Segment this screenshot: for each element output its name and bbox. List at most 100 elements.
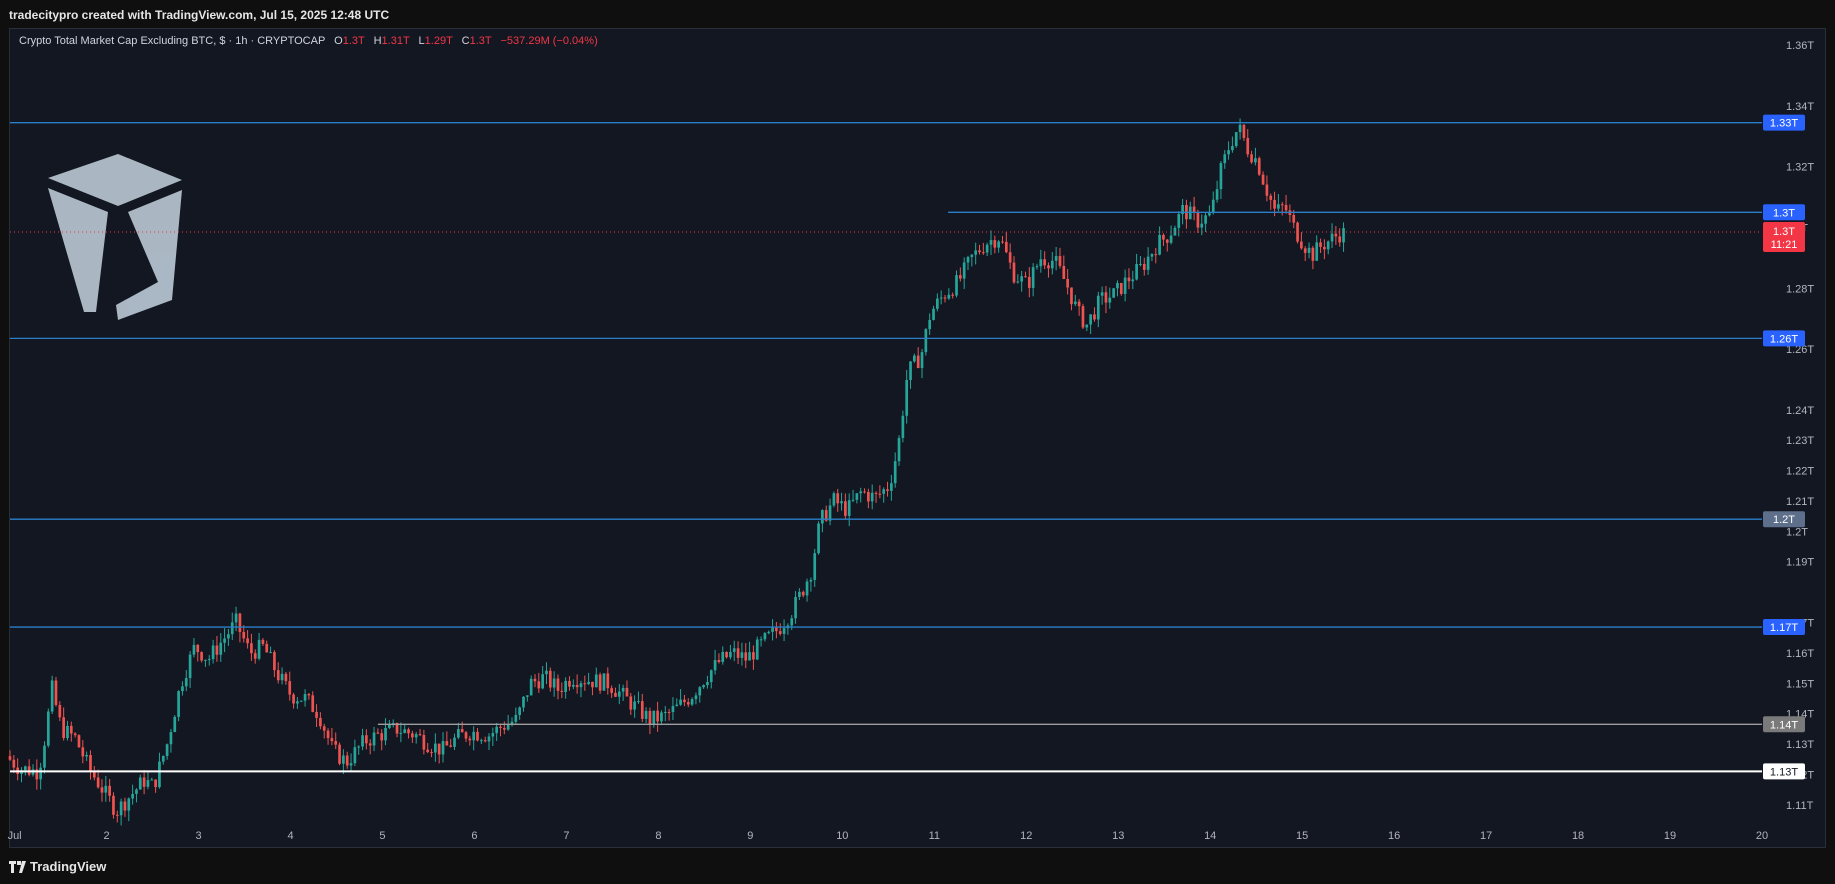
candle-body bbox=[257, 639, 261, 659]
candle-body bbox=[1334, 233, 1338, 237]
candle-body bbox=[69, 725, 73, 734]
candle-body bbox=[1096, 295, 1100, 320]
candle-body bbox=[594, 674, 598, 688]
candle-body bbox=[905, 379, 909, 416]
candle-body bbox=[380, 733, 384, 741]
candle-body bbox=[434, 743, 437, 753]
candle-body bbox=[974, 250, 978, 255]
candle-body bbox=[782, 628, 786, 634]
candle-body bbox=[468, 738, 472, 741]
candle-body bbox=[721, 651, 725, 662]
candle-body bbox=[510, 721, 514, 725]
level-tag-label: 1.17T bbox=[1770, 622, 1798, 634]
x-tick-label: 5 bbox=[379, 830, 385, 842]
candle-body bbox=[430, 752, 433, 754]
candle-body bbox=[414, 734, 418, 738]
candle-body bbox=[506, 724, 510, 730]
candle-body bbox=[146, 780, 150, 787]
bottom-bar: TradingView bbox=[0, 850, 1835, 884]
candle-body bbox=[104, 785, 108, 793]
candle-body bbox=[96, 777, 100, 788]
candle-body bbox=[817, 523, 820, 554]
candle-body bbox=[794, 596, 797, 619]
candle-body bbox=[35, 769, 39, 780]
symbol-legend: Crypto Total Market Cap Excluding BTC, $… bbox=[19, 35, 598, 47]
candle-body bbox=[388, 724, 391, 729]
candle-body bbox=[1004, 241, 1008, 253]
candle-body bbox=[184, 678, 188, 687]
candle-body bbox=[46, 711, 50, 746]
candle-body bbox=[1162, 234, 1165, 240]
candle-body bbox=[932, 308, 935, 320]
x-tick-label: 9 bbox=[747, 830, 753, 842]
candle-body bbox=[1108, 297, 1112, 303]
candle-body bbox=[1135, 264, 1138, 280]
y-tick-label: 1.34T bbox=[1786, 101, 1814, 113]
candle-body bbox=[920, 352, 924, 369]
candle-body bbox=[1231, 146, 1234, 151]
candle-body bbox=[671, 706, 675, 713]
candle-body bbox=[1254, 158, 1257, 163]
candle-body bbox=[936, 298, 939, 309]
candle-body bbox=[729, 651, 732, 658]
candle-body bbox=[568, 680, 571, 687]
candle-body bbox=[556, 678, 560, 691]
candle-body bbox=[437, 743, 441, 755]
candle-body bbox=[824, 510, 828, 521]
candle-body bbox=[472, 731, 476, 741]
candle-body bbox=[633, 701, 636, 710]
candle-body bbox=[809, 579, 813, 582]
candle-body bbox=[460, 729, 464, 733]
candle-body bbox=[863, 491, 866, 493]
candle-body bbox=[962, 262, 966, 279]
candle-body bbox=[158, 761, 161, 788]
candle-body bbox=[537, 681, 541, 689]
candle-body bbox=[349, 763, 353, 766]
candle-body bbox=[422, 735, 426, 750]
level-tag bbox=[1763, 330, 1805, 347]
candle-body bbox=[292, 694, 295, 704]
candle-body bbox=[1292, 214, 1296, 223]
y-tick-label: 1.32T bbox=[1786, 162, 1814, 174]
tradecity-logo-icon bbox=[48, 154, 182, 320]
candle-body bbox=[1200, 223, 1204, 228]
candle-body bbox=[1269, 195, 1273, 200]
candle-body bbox=[284, 673, 288, 682]
candle-body bbox=[640, 701, 644, 719]
candle-body bbox=[280, 673, 284, 681]
level-tag bbox=[1763, 716, 1805, 733]
candle-body bbox=[732, 648, 736, 652]
candle-body bbox=[652, 710, 656, 725]
candle-body bbox=[100, 787, 104, 793]
candle-body bbox=[1062, 265, 1066, 279]
candle-body bbox=[644, 710, 648, 719]
candle-body bbox=[330, 738, 334, 742]
candle-body bbox=[790, 618, 794, 626]
candle-body bbox=[985, 244, 989, 253]
candle-body bbox=[522, 696, 525, 708]
close-value: 1.3T bbox=[469, 35, 492, 47]
candle-body bbox=[955, 275, 958, 296]
candle-body bbox=[58, 704, 62, 718]
candle-body bbox=[847, 500, 851, 516]
candle-body bbox=[767, 631, 771, 634]
candle-body bbox=[299, 700, 303, 702]
candle-body bbox=[319, 717, 322, 727]
candle-body bbox=[135, 789, 138, 794]
candle-body bbox=[1165, 239, 1169, 243]
candle-body bbox=[916, 355, 920, 369]
candle-body bbox=[1054, 256, 1058, 261]
candle-body bbox=[1008, 252, 1012, 263]
y-tick-label: 1.15T bbox=[1786, 678, 1814, 690]
x-tick-label: 20 bbox=[1756, 830, 1768, 842]
candle-body bbox=[1234, 132, 1238, 147]
candle-body bbox=[491, 733, 495, 737]
candle-body bbox=[62, 717, 65, 739]
candle-body bbox=[123, 801, 127, 811]
candle-body bbox=[736, 648, 740, 658]
candle-body bbox=[855, 493, 859, 500]
candle-body bbox=[407, 729, 410, 734]
candle-body bbox=[1284, 205, 1288, 211]
candle-body bbox=[1077, 301, 1081, 307]
